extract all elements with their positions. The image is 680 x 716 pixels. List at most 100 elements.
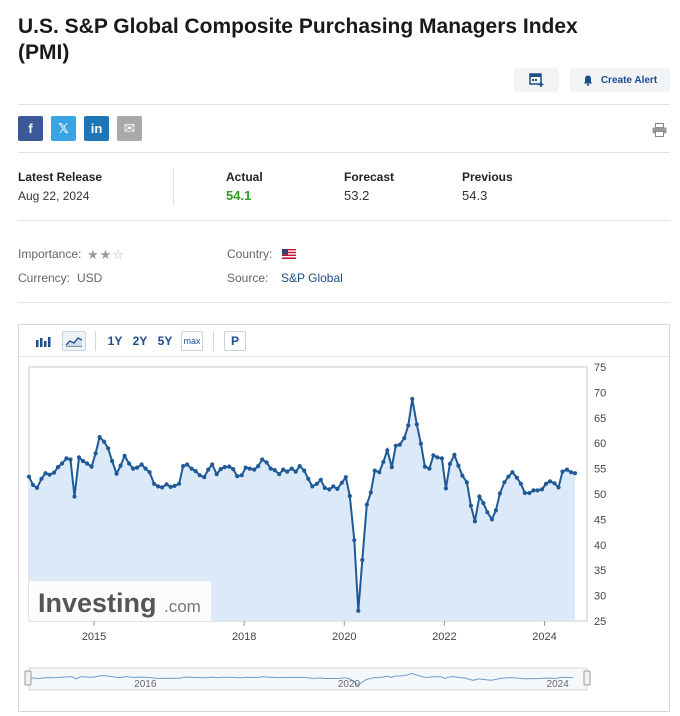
range-2y-button[interactable]: 2Y	[132, 334, 148, 348]
data-point	[331, 484, 336, 489]
data-point	[55, 465, 61, 470]
data-point	[318, 477, 323, 482]
data-point	[543, 481, 549, 486]
data-point	[156, 484, 161, 489]
data-point	[522, 490, 527, 496]
data-point	[235, 474, 240, 479]
data-point	[568, 470, 574, 475]
share-email-button[interactable]: ✉	[117, 116, 142, 141]
y-tick-label: 55	[594, 464, 606, 476]
share-facebook-button[interactable]: f	[18, 116, 43, 141]
data-point	[410, 396, 415, 402]
chart-toolbar: 1Y 2Y 5Y max P	[19, 325, 669, 357]
data-point	[147, 470, 152, 475]
data-point	[518, 481, 523, 486]
data-point	[85, 461, 90, 466]
range-max-button[interactable]: max	[181, 331, 203, 351]
chart-points	[26, 396, 578, 613]
actual-label: Actual	[226, 170, 263, 184]
data-point	[34, 485, 40, 490]
y-tick-label: 45	[594, 514, 606, 526]
data-point	[185, 462, 190, 467]
range-navigator[interactable]: 2016 2020 2024	[24, 667, 591, 691]
data-point	[47, 472, 52, 477]
latest-release-date: Aug 22, 2024	[18, 189, 90, 203]
create-alert-button[interactable]: Create Alert	[570, 68, 670, 92]
data-point	[502, 480, 507, 485]
navigator-right-handle[interactable]	[583, 670, 591, 686]
x-tick-label: 2018	[232, 631, 256, 643]
bell-icon	[583, 75, 593, 86]
data-point	[477, 494, 482, 499]
data-point	[368, 490, 373, 495]
data-point	[72, 494, 77, 499]
share-twitter-button[interactable]: 𝕏	[51, 116, 76, 141]
add-to-calendar-button[interactable]	[514, 68, 559, 92]
data-point	[310, 484, 315, 489]
range-1y-button[interactable]: 1Y	[107, 334, 123, 348]
data-point	[106, 446, 111, 451]
linkedin-icon: in	[90, 121, 103, 136]
data-point	[39, 476, 44, 481]
divider	[173, 168, 174, 206]
bar-chart-button[interactable]	[33, 331, 53, 351]
data-point	[293, 469, 298, 474]
y-tick-label: 35	[594, 565, 606, 577]
data-point	[256, 464, 261, 469]
source-label: Source:	[227, 271, 269, 285]
data-point	[372, 468, 377, 473]
data-point	[327, 487, 332, 492]
data-point	[539, 487, 545, 492]
currency-value: USD	[77, 271, 103, 285]
divider	[18, 152, 670, 153]
data-point	[181, 464, 186, 469]
navigator-label: 2020	[338, 679, 361, 690]
x-tick-label: 2024	[532, 631, 556, 643]
data-point	[239, 473, 244, 478]
popout-button[interactable]: P	[224, 331, 246, 351]
y-tick-label: 40	[594, 540, 606, 552]
data-point	[214, 472, 219, 477]
data-point	[322, 485, 327, 490]
data-point	[468, 503, 473, 508]
watermark-brand: Investing	[38, 588, 157, 618]
navigator-left-handle[interactable]	[24, 670, 32, 686]
data-point	[439, 456, 444, 461]
data-point	[281, 467, 286, 472]
country-label: Country:	[227, 247, 273, 261]
chart-area-fill	[29, 399, 575, 621]
data-point	[168, 484, 173, 489]
previous-value: 54.3	[462, 188, 488, 203]
area-chart-button[interactable]	[62, 331, 86, 351]
data-point	[172, 483, 177, 488]
data-point	[76, 455, 82, 460]
star-filled-icon: ★	[87, 247, 100, 262]
data-point	[456, 463, 461, 468]
y-tick-label: 25	[594, 616, 606, 628]
series-area	[29, 399, 575, 621]
data-point	[510, 470, 515, 475]
data-point	[306, 476, 311, 481]
source-link[interactable]: S&P Global	[281, 271, 343, 285]
toolbar-separator	[213, 331, 214, 351]
page-title: U.S. S&P Global Composite Purchasing Man…	[18, 15, 578, 64]
data-point	[59, 461, 65, 466]
data-point	[418, 441, 423, 446]
data-point	[397, 442, 402, 447]
data-point	[431, 453, 436, 458]
data-point	[247, 466, 252, 471]
print-button[interactable]	[652, 123, 667, 142]
data-point	[97, 435, 102, 440]
data-point	[93, 451, 98, 456]
data-point	[427, 466, 432, 471]
share-linkedin-button[interactable]: in	[84, 116, 109, 141]
range-5y-button[interactable]: 5Y	[157, 334, 173, 348]
data-point	[489, 517, 494, 522]
data-point	[139, 462, 144, 467]
data-point	[227, 464, 232, 469]
data-point	[210, 462, 215, 467]
data-point	[406, 423, 411, 428]
forecast-value: 53.2	[344, 188, 370, 203]
star-empty-icon: ☆	[112, 247, 125, 262]
